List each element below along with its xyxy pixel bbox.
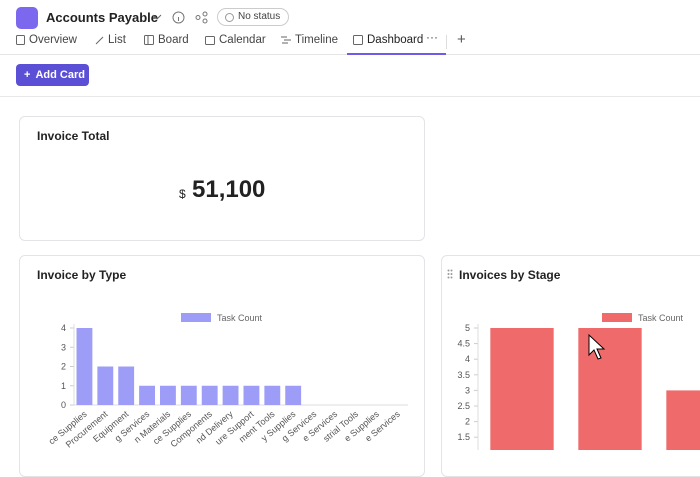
tab-label: Dashboard [367,34,424,46]
tab-icon [205,36,215,45]
tab-icon [281,36,291,44]
total-card: Invoice Total $ 51,100 [19,116,425,241]
tab-label: List [108,34,126,46]
tab-icon [16,35,25,45]
tab[interactable]: Board [144,34,189,46]
tab-icon [95,36,104,45]
add-card-button[interactable]: + Add Card [16,64,89,86]
card-title: Invoice Total [37,129,110,143]
tab[interactable]: Overview [16,34,77,46]
divider [0,96,700,97]
tab-icon [144,35,154,45]
status-text: No status [238,11,281,22]
share-icon[interactable] [195,11,208,24]
tab-label: Overview [29,34,77,46]
chevron[interactable] [152,13,162,21]
tab-label: Timeline [295,34,339,46]
tab[interactable]: Calendar [205,34,266,46]
info-icon[interactable] [172,11,185,24]
tab-active[interactable]: Dashboard [353,34,423,46]
card-title: Invoice by Type [37,268,127,282]
tab-label: Calendar [219,34,266,46]
status-dot [225,13,234,22]
tab-label: Board [158,34,189,46]
chart-card: Invoice by Type [19,255,425,477]
total-value: 51,100 [192,176,266,203]
active-underline [347,53,446,55]
plus-icon: + [24,69,31,81]
card-title: Invoices by Stage [459,268,561,282]
drag-handle[interactable] [447,269,453,279]
chart-card: Invoices by Stage [441,255,700,477]
add-view-icon[interactable]: + [457,31,466,48]
tab-icon [353,35,363,45]
tab[interactable]: List [95,34,126,46]
page: Accounts Payable No status Overview List… [0,7,700,477]
currency: $ [179,187,186,201]
space-icon [16,7,38,29]
tab[interactable]: Timeline [281,34,338,46]
button-label: Add Card [35,69,85,81]
page-title: Accounts Payable [46,10,158,25]
separator [446,35,447,49]
cursor [588,334,606,360]
status-pill[interactable]: No status [217,8,290,26]
more-icon[interactable]: ··· [426,30,438,44]
